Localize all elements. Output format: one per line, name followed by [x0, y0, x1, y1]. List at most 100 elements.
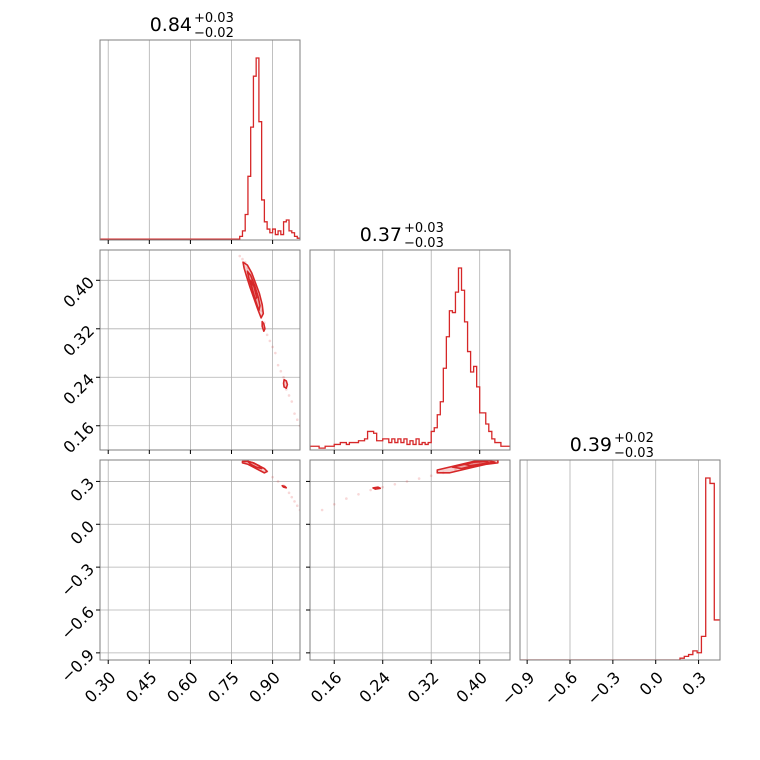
y-tick-label: −0.9 [57, 645, 98, 686]
grid-lines [526, 460, 699, 660]
x-tick-label: −0.3 [583, 668, 624, 709]
histogram-panel-1: 0.37 +0.03−0.03 [309, 221, 511, 454]
histogram-1 [310, 267, 510, 450]
title-upper: +0.03 [404, 221, 444, 236]
panel-frame [99, 459, 301, 661]
panel-frame [309, 249, 511, 451]
x-tick-label: 0.32 [404, 668, 443, 707]
x-tick-label: 0.3 [678, 668, 709, 699]
contour-level-2 [249, 279, 258, 301]
sample-point [282, 375, 285, 379]
y-tick-label: 0.0 [67, 517, 98, 548]
y-tick-label: 0.40 [59, 273, 98, 312]
sample-point [268, 339, 272, 343]
sample-point [369, 488, 372, 492]
panel-frame [99, 249, 301, 451]
sample-point [320, 508, 324, 512]
y-tick-label: 0.32 [59, 321, 98, 360]
sample-point [238, 254, 242, 258]
contour-level-3 [261, 320, 266, 333]
plot-area [520, 477, 720, 660]
sample-point [332, 502, 336, 506]
scatter-panel-0-2: 0.30 0.45 0.60 0.75 0.90 −0.9−0.6−0.3 0.0 0.3 [57, 459, 301, 707]
y-tick-label: −0.3 [57, 560, 98, 601]
title-upper: +0.02 [614, 431, 654, 446]
sample-point [293, 412, 296, 415]
grid-lines [100, 460, 300, 660]
y-tick-label: 0.3 [67, 474, 98, 505]
y-tick-label: 0.24 [59, 370, 98, 409]
sample-point [345, 497, 348, 500]
sample-point [405, 480, 409, 483]
histogram-panel-0: 0.84 +0.03−0.02 [99, 11, 301, 244]
title-upper: +0.03 [194, 11, 234, 26]
sample-point [274, 351, 277, 355]
sample-point [290, 495, 294, 499]
grid-lines [107, 40, 274, 240]
x-tick-label: 0.30 [81, 668, 120, 707]
scatter-panel-1-2: 0.16 0.24 0.32 0.40 [306, 459, 511, 707]
contour-level-1 [247, 460, 263, 470]
contour-level-2 [281, 484, 288, 489]
sample-point [287, 491, 291, 495]
sample-point [276, 480, 280, 483]
x-tick-label: 0.24 [355, 668, 394, 707]
scatter-panel-0-1: 0.16 0.24 0.32 0.40 [59, 249, 301, 457]
param-title-2: 0.39 +0.02−0.03 [570, 431, 654, 461]
param-title-1: 0.37 +0.03−0.03 [360, 221, 444, 251]
sample-point [271, 345, 274, 349]
y-tick-label: 0.16 [59, 418, 98, 457]
x-tick-label: 0.90 [245, 668, 284, 707]
param-title-0: 0.84 +0.03−0.02 [150, 11, 234, 41]
histogram-0 [100, 57, 300, 240]
sample-point [393, 482, 397, 486]
title-lower: −0.03 [614, 446, 654, 461]
title-lower: −0.03 [404, 236, 444, 251]
sample-point [417, 477, 421, 480]
sample-point [293, 500, 296, 503]
plot-area [100, 57, 300, 240]
contour-level-3 [372, 486, 382, 490]
sample-point [287, 394, 291, 397]
plot-area [241, 460, 300, 512]
plot-area [320, 460, 499, 512]
panel-frame [309, 459, 511, 661]
panel-frame [519, 459, 721, 661]
histogram-panel-2: −0.9 −0.6 −0.3 0.0 0.3 0.39 +0.02−0.03 [498, 431, 721, 709]
title-value: 0.37 [360, 224, 402, 246]
sample-point [357, 492, 360, 496]
sample-point [271, 475, 274, 479]
panel-frame [99, 39, 301, 241]
plot-area [238, 254, 300, 428]
title-value: 0.39 [570, 434, 612, 456]
sample-point [290, 400, 294, 403]
x-tick-label: 0.75 [204, 668, 243, 707]
x-tick-label: −0.9 [498, 668, 539, 709]
sample-point [295, 504, 299, 508]
x-tick-label: 0.60 [163, 668, 202, 707]
title-lower: −0.02 [194, 26, 234, 41]
contour-level-2 [463, 460, 490, 467]
sample-point [276, 363, 280, 367]
sample-point [241, 257, 244, 261]
y-tick-label: −0.6 [57, 603, 98, 644]
grid-lines [310, 460, 510, 660]
title-value: 0.84 [150, 14, 192, 36]
histogram-2 [520, 477, 720, 660]
x-tick-label: 0.16 [307, 668, 346, 707]
x-tick-label: −0.6 [540, 668, 581, 709]
x-tick-label: 0.40 [452, 668, 491, 707]
contour-level-4 [282, 378, 289, 389]
sample-point [279, 369, 283, 373]
sample-point [285, 388, 288, 391]
x-tick-label: 0.45 [122, 668, 161, 707]
sample-point [429, 474, 433, 478]
x-tick-label: 0.0 [636, 668, 667, 699]
grid-lines [100, 250, 300, 450]
sample-point [265, 333, 269, 337]
sample-point [381, 485, 385, 489]
sample-point [295, 418, 299, 421]
plot-area [310, 267, 510, 450]
grid-lines [333, 250, 481, 450]
